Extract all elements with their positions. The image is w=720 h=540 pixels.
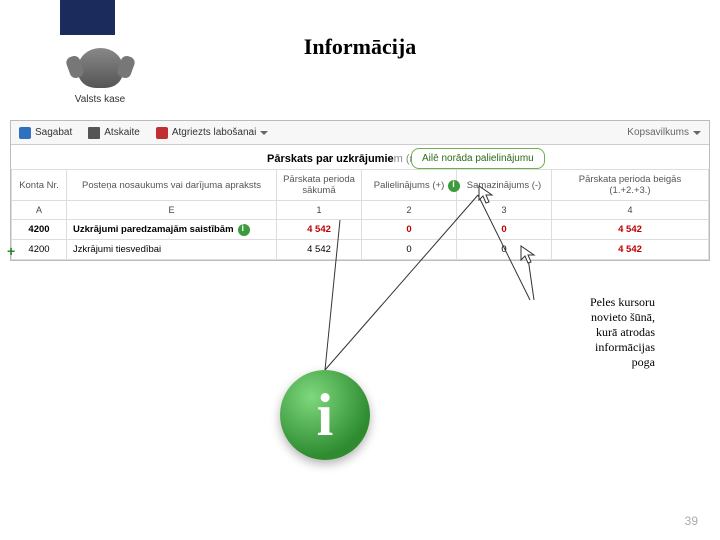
col-decrease: Samazinājums (-) [457, 170, 552, 201]
eu-flag [60, 0, 115, 35]
caption-text: Peles kursoru novieto šūnā, kurā atrodas… [525, 295, 655, 370]
save-label: Sagabat [35, 127, 72, 138]
subhead-a: A [12, 201, 67, 220]
cell-v3: 0 [457, 240, 552, 260]
cell-v1: 4 542 [277, 240, 362, 260]
chevron-down-icon [693, 131, 701, 135]
cell-v1: 4 542 [277, 220, 362, 240]
report-table: Konta Nr. Posteņa nosaukums vai darījuma… [11, 169, 709, 260]
col-end: Pārskata perioda beigās (1.+2.+3.) [552, 170, 709, 201]
org-name: Valsts kase [60, 94, 140, 105]
page-number: 39 [685, 514, 698, 528]
slide-title: Informācija [0, 34, 720, 60]
print-button[interactable]: Atskaite [88, 127, 140, 139]
save-icon [19, 127, 31, 139]
toolbar: Sagabat Atskaite Atgriezts labošanai Kop… [11, 121, 709, 145]
big-info-icon: i [280, 370, 370, 460]
return-label: Atgriezts labošanai [172, 127, 257, 138]
tooltip-bubble: Ailē norāda palielinājumu [411, 148, 545, 169]
print-label: Atskaite [104, 127, 140, 138]
cell-v2: 0 [362, 240, 457, 260]
save-button[interactable]: Sagabat [19, 127, 72, 139]
return-button[interactable]: Atgriezts labošanai [156, 127, 269, 139]
col-name: Posteņa nosaukums vai darījuma apraksts [67, 170, 277, 201]
report-title: Pārskats par uzkrājumiem (no 2013) [11, 145, 709, 169]
cell-acct: 4200 [12, 240, 67, 260]
subhead-2: 2 [362, 201, 457, 220]
info-icon[interactable] [448, 180, 460, 192]
expand-row-button[interactable]: + [7, 243, 15, 259]
cell-name: Jzkrājumi tiesvedībai [67, 240, 277, 260]
print-icon [88, 127, 100, 139]
subhead-3: 3 [457, 201, 552, 220]
summary-link[interactable]: Kopsavilkums [627, 127, 701, 138]
subhead-e: E [67, 201, 277, 220]
cell-v2: 0 [362, 220, 457, 240]
subhead-4: 4 [552, 201, 709, 220]
col-increase: Palielinājums (+) [362, 170, 457, 201]
info-icon[interactable] [238, 224, 250, 236]
cell-v4: 4 542 [552, 240, 709, 260]
cell-v3: 0 [457, 220, 552, 240]
return-icon [156, 127, 168, 139]
cell-v4: 4 542 [552, 220, 709, 240]
table-row: 4200 Uzkrājumi paredzamajām saistībām 4 … [12, 220, 709, 240]
col-account: Konta Nr. [12, 170, 67, 201]
col-start: Pārskata perioda sākumā [277, 170, 362, 201]
summary-label: Kopsavilkums [627, 127, 689, 138]
chevron-down-icon [260, 131, 268, 135]
subhead-1: 1 [277, 201, 362, 220]
info-glyph: i [317, 385, 334, 445]
cell-acct: 4200 [12, 220, 67, 240]
report-title-main: Pārskats par uzkrājumie [267, 153, 394, 165]
report-panel: Sagabat Atskaite Atgriezts labošanai Kop… [10, 120, 710, 261]
cell-name: Uzkrājumi paredzamajām saistībām [67, 220, 277, 240]
table-row: 4200 Jzkrājumi tiesvedībai 4 542 0 0 4 5… [12, 240, 709, 260]
